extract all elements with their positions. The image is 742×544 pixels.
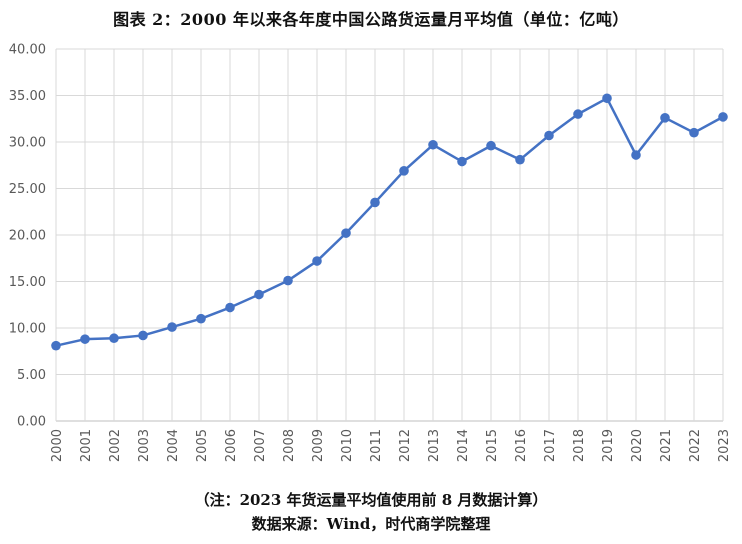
- data-point: [486, 140, 496, 151]
- y-tick-label: 20.00: [9, 229, 46, 244]
- x-tick-label: 2018: [572, 429, 587, 462]
- x-tick-label: 2021: [659, 429, 674, 462]
- y-tick-label: 30.00: [9, 136, 46, 151]
- data-point: [399, 166, 409, 176]
- data-point: [573, 109, 583, 119]
- data-point: [167, 322, 177, 332]
- y-tick-label: 25.00: [9, 182, 46, 197]
- data-point: [283, 275, 293, 286]
- x-tick-label: 2001: [79, 429, 94, 462]
- x-tick-label: 2008: [282, 429, 297, 462]
- x-tick-label: 2023: [717, 429, 732, 462]
- y-tick-label: 5.00: [17, 368, 46, 383]
- data-point: [544, 130, 554, 141]
- data-point: [370, 197, 380, 208]
- x-tick-label: 2011: [369, 429, 384, 462]
- chart-title: 图表 2：2000 年以来各年度中国公路货运量月平均值（单位：亿吨）: [113, 10, 629, 29]
- data-point: [515, 154, 525, 165]
- x-tick-label: 2012: [398, 429, 413, 462]
- x-tick-label: 2007: [253, 429, 268, 462]
- data-point: [138, 330, 148, 341]
- x-tick-label: 2022: [688, 429, 703, 462]
- x-tick-label: 2020: [630, 429, 645, 462]
- data-point: [225, 302, 235, 313]
- x-axis-ticks: 2000 2001 2002 2003 2004 2005 2006 2007 2008 2009…: [50, 429, 732, 462]
- x-tick-label: 2019: [601, 429, 616, 462]
- y-tick-label: 10.00: [9, 322, 46, 337]
- series-line-path: [55, 97, 724, 347]
- data-point: [718, 112, 728, 122]
- data-point: [80, 334, 90, 344]
- x-tick-label: 2015: [485, 429, 500, 462]
- data-point: [341, 228, 351, 238]
- data-point: [254, 289, 264, 300]
- data-point: [428, 139, 438, 150]
- x-tick-label: 2009: [311, 429, 326, 462]
- x-tick-label: 2016: [514, 429, 529, 462]
- series-points: [51, 93, 728, 351]
- data-point: [457, 156, 467, 167]
- y-tick-label: 40.00: [9, 43, 46, 58]
- gridlines: [55, 48, 724, 422]
- data-point: [51, 340, 61, 351]
- data-source: 数据来源：Wind，时代商学院整理: [251, 515, 491, 533]
- data-point: [660, 113, 670, 123]
- x-tick-label: 2004: [166, 429, 181, 462]
- y-axis-ticks: 0.00 5.00 10.00 15.00 20.00 25.00 30.00 35.00 40…: [9, 43, 46, 430]
- y-tick-label: 15.00: [9, 275, 46, 290]
- data-point: [689, 127, 699, 138]
- data-point: [109, 333, 119, 344]
- y-tick-label: 0.00: [17, 415, 46, 430]
- data-point: [631, 150, 641, 160]
- x-tick-label: 2006: [224, 429, 239, 462]
- x-tick-label: 2017: [543, 429, 558, 462]
- x-tick-label: 2005: [195, 429, 210, 462]
- x-tick-label: 2014: [456, 429, 471, 462]
- data-point: [196, 313, 206, 324]
- x-tick-label: 2010: [340, 429, 355, 462]
- y-tick-label: 35.00: [9, 89, 46, 104]
- x-tick-label: 2013: [427, 429, 442, 462]
- data-point: [602, 93, 612, 104]
- x-tick-label: 2000: [50, 429, 65, 462]
- series-line: [55, 97, 724, 347]
- footnote: （注：2023 年货运量平均值使用前 8 月数据计算）: [194, 491, 548, 509]
- x-tick-label: 2002: [108, 429, 123, 462]
- x-tick-label: 2003: [137, 429, 152, 462]
- data-point: [312, 256, 322, 266]
